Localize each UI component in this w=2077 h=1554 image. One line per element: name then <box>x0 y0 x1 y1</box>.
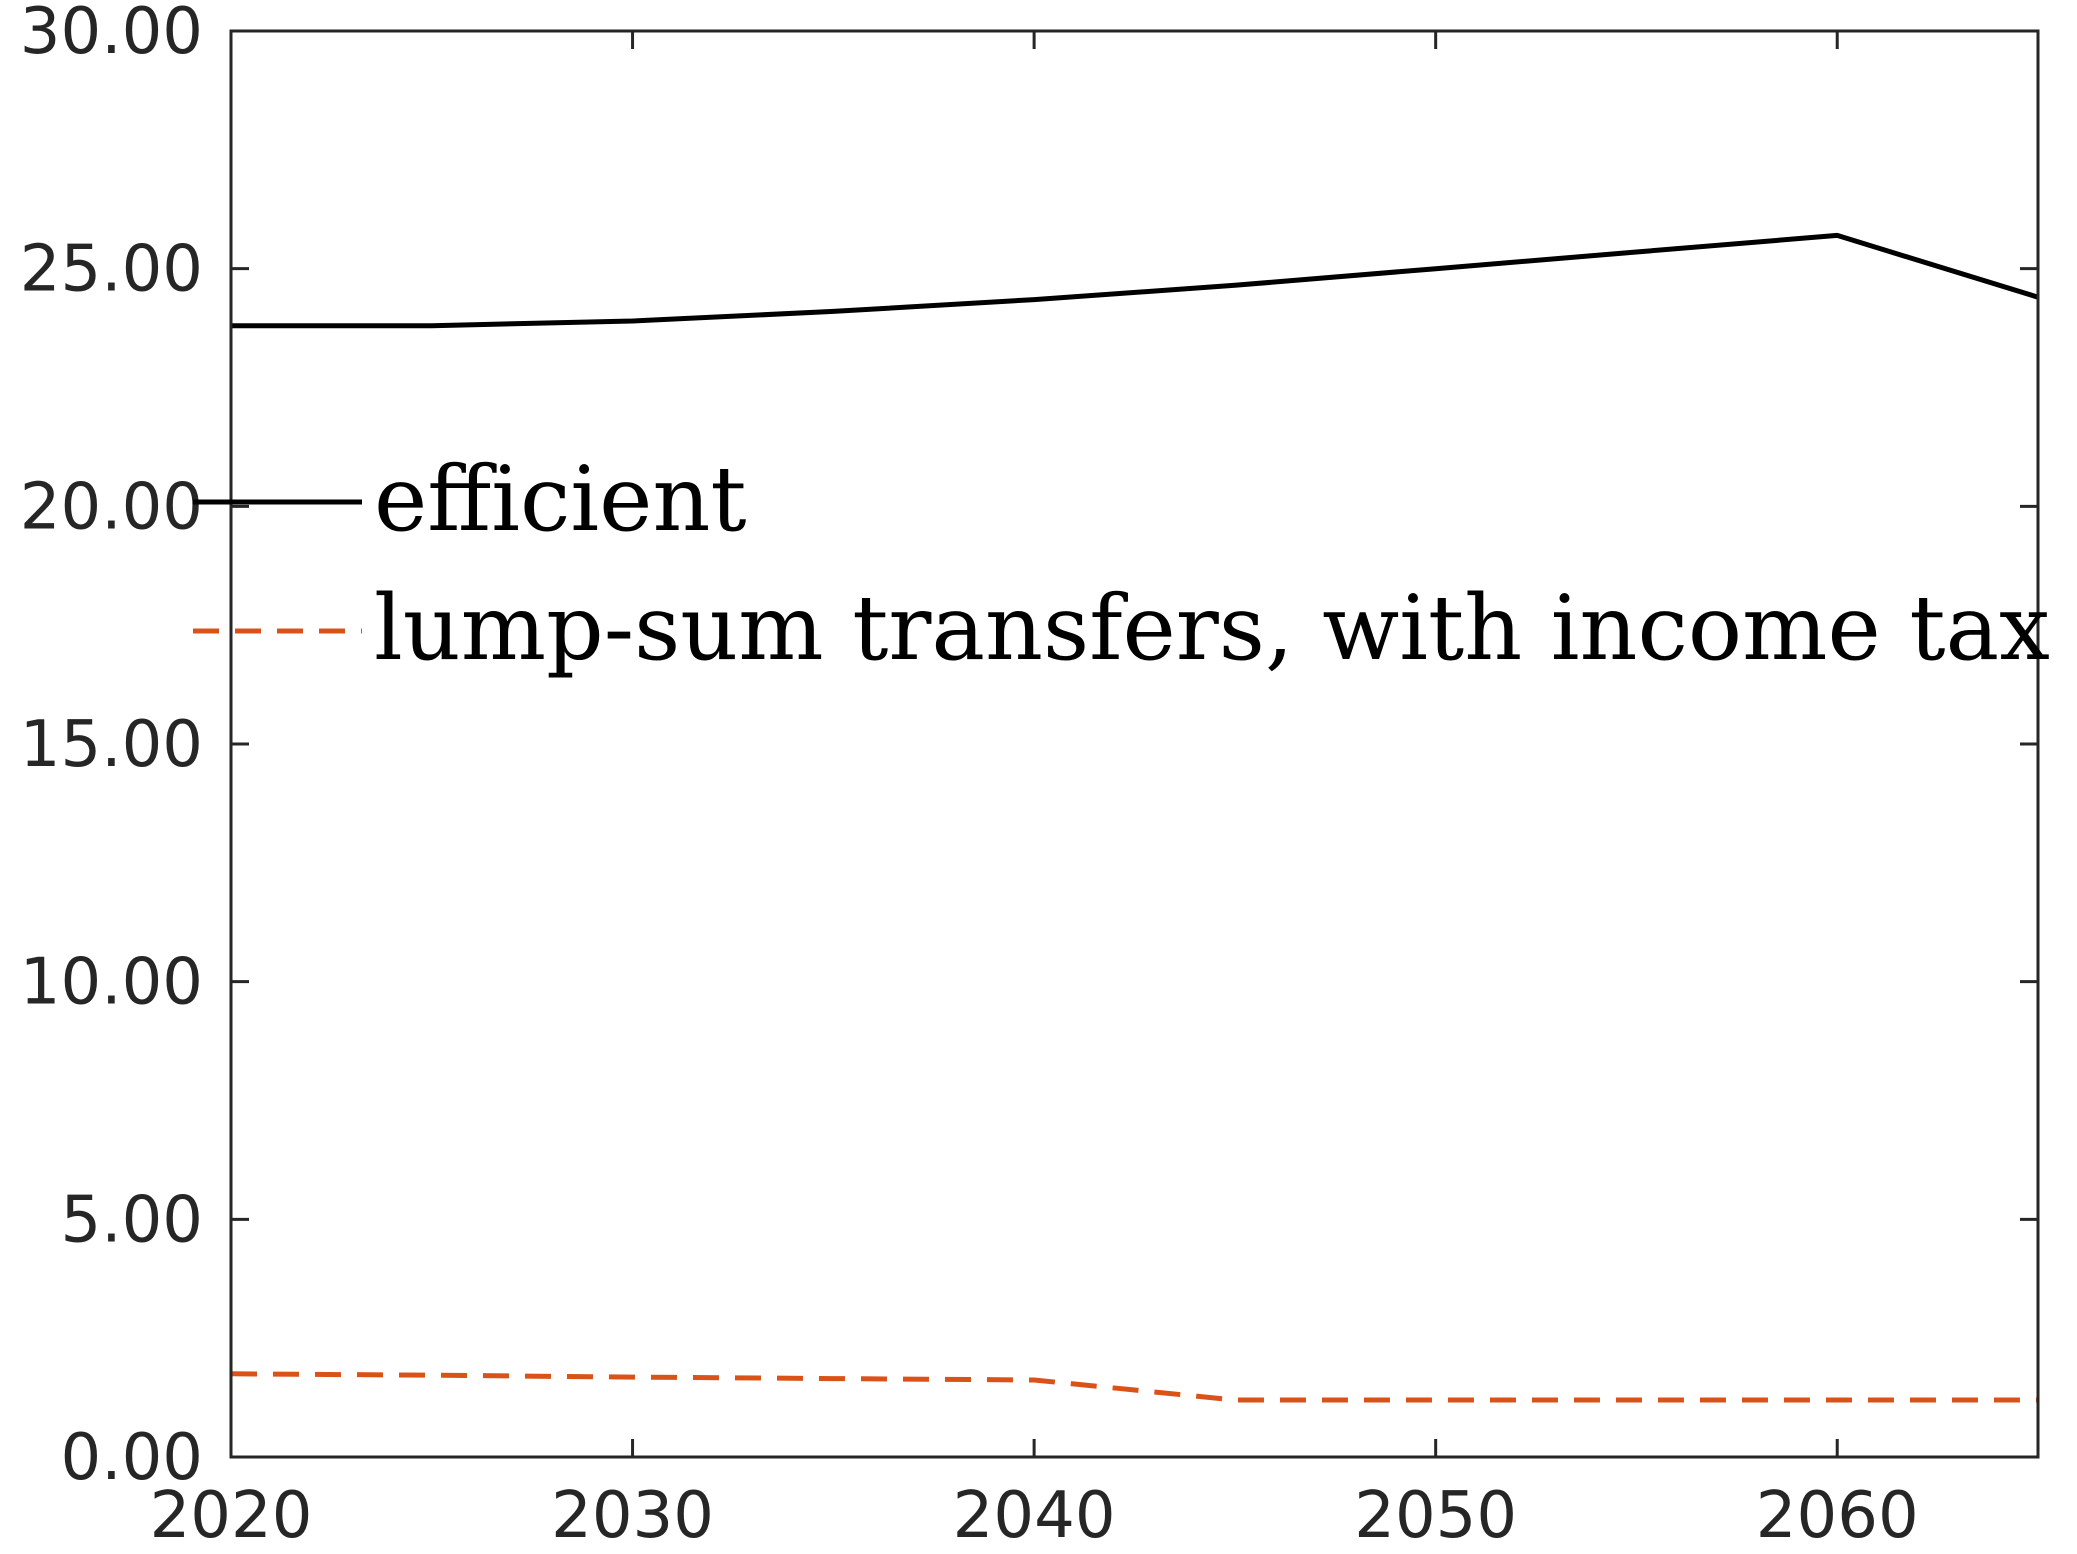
legend: efficient lump-sum transfers, with income… <box>193 447 2050 681</box>
axes-layer: 2020 2030 2040 2050 2060 0.00 5.00 10.00 15.00 20… <box>20 0 2040 1553</box>
plot-area <box>231 31 2038 1457</box>
legend-label-1: efficient <box>374 447 747 552</box>
x-tick-label: 2050 <box>1354 1479 1517 1553</box>
x-tick-label: 2060 <box>1756 1479 1919 1553</box>
y-tick-label: 20.00 <box>20 470 203 544</box>
y-tick-label: 15.00 <box>20 708 203 782</box>
x-tick-label: 2040 <box>953 1479 1116 1553</box>
legend-label-2: lump-sum transfers, with income tax <box>374 576 2050 681</box>
x-tick-label: 2020 <box>150 1479 313 1553</box>
series-line-1 <box>231 232 2039 329</box>
series-line-2 <box>230 1371 2038 1403</box>
series-layer <box>230 232 2039 1403</box>
y-tick-label: 25.00 <box>20 233 203 307</box>
y-tick-label: 30.00 <box>20 0 203 69</box>
y-tick-label: 10.00 <box>20 946 203 1020</box>
y-tick-label: 5.00 <box>61 1183 204 1257</box>
x-tick-label: 2030 <box>551 1479 714 1553</box>
y-tick-label: 0.00 <box>61 1421 204 1495</box>
plot-background <box>231 31 2038 1457</box>
